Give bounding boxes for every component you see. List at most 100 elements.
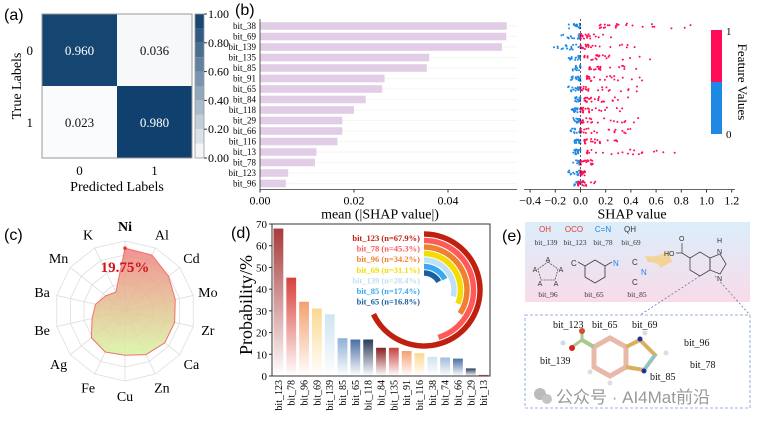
colorbar-frame bbox=[194, 13, 205, 159]
high-value-point bbox=[588, 35, 591, 38]
high-value-point bbox=[619, 90, 622, 93]
low-value-point bbox=[570, 57, 573, 60]
high-value-point bbox=[591, 140, 594, 143]
atom-label: A bbox=[554, 281, 559, 288]
low-value-point bbox=[579, 149, 582, 152]
radial-bar bbox=[371, 231, 483, 349]
high-value-point bbox=[603, 23, 606, 26]
low-value-point bbox=[576, 58, 579, 61]
high-value-point bbox=[584, 107, 587, 110]
benzene-structure: C N bbox=[571, 259, 619, 284]
high-value-point bbox=[593, 141, 596, 144]
high-value-point bbox=[598, 109, 601, 112]
low-value-point bbox=[573, 111, 576, 114]
high-value-point bbox=[689, 24, 692, 27]
high-value-point bbox=[614, 26, 617, 29]
high-value-point bbox=[597, 96, 600, 99]
colorbar-high-label: 1 bbox=[726, 26, 732, 38]
bar bbox=[260, 169, 289, 177]
max-point bbox=[123, 246, 127, 250]
high-value-point bbox=[603, 78, 606, 81]
low-value-point bbox=[578, 78, 581, 81]
high-value-point bbox=[581, 184, 584, 187]
high-value-point bbox=[582, 184, 585, 187]
fragment-legend-box bbox=[525, 222, 750, 302]
low-value-point bbox=[567, 23, 570, 26]
colorbar-tick-label: 0.20 bbox=[208, 122, 229, 136]
high-value-point bbox=[621, 107, 624, 110]
low-value-point bbox=[574, 68, 577, 71]
high-value-point bbox=[587, 46, 590, 49]
high-value-point bbox=[616, 98, 619, 101]
colorbar-step bbox=[195, 114, 204, 130]
high-value-point bbox=[616, 120, 619, 123]
category-label: bit_96 bbox=[233, 179, 257, 189]
axis-label: Ba bbox=[34, 286, 50, 301]
high-value-point bbox=[602, 33, 605, 36]
high-value-point bbox=[577, 183, 580, 186]
low-value-point bbox=[577, 34, 580, 37]
high-value-point bbox=[590, 138, 593, 141]
axis-label: Al bbox=[155, 228, 169, 243]
high-value-point bbox=[603, 117, 606, 120]
low-value-point bbox=[575, 131, 578, 134]
x-axis-title: Predicted Labels bbox=[70, 180, 164, 195]
model-label: bit_78 bbox=[690, 360, 716, 371]
high-value-point bbox=[586, 100, 589, 103]
high-value-point bbox=[583, 48, 586, 51]
high-value-point bbox=[618, 44, 621, 47]
high-value-point bbox=[609, 45, 612, 48]
low-value-point bbox=[573, 109, 576, 112]
bar bbox=[299, 301, 309, 376]
high-value-point bbox=[616, 140, 619, 143]
high-value-point bbox=[612, 120, 615, 123]
radial-bar bbox=[423, 263, 448, 281]
high-value-point bbox=[593, 76, 596, 79]
y-tick-label: 70 bbox=[256, 219, 268, 231]
high-value-point bbox=[586, 43, 589, 46]
category-label: bit_84 bbox=[233, 95, 257, 105]
high-value-point bbox=[581, 119, 584, 122]
low-value-point bbox=[577, 120, 580, 123]
low-value-point bbox=[572, 171, 575, 174]
high-value-point bbox=[585, 160, 588, 163]
high-value-point bbox=[594, 151, 597, 154]
high-value-point bbox=[605, 86, 608, 89]
x-tick-label: bit_96 bbox=[300, 380, 311, 406]
bar bbox=[260, 137, 338, 146]
bar bbox=[260, 32, 507, 41]
radial-bar bbox=[423, 257, 457, 297]
high-value-point bbox=[581, 173, 584, 176]
cell-value: 0.980 bbox=[140, 115, 169, 130]
high-value-point bbox=[629, 57, 632, 60]
low-value-point bbox=[568, 171, 571, 174]
axis-label: Ca bbox=[184, 358, 200, 373]
bar bbox=[260, 85, 383, 93]
low-value-point bbox=[566, 47, 569, 50]
molecule-3d-model bbox=[560, 328, 669, 386]
radial-bar-label: bit_139 (n=28.4%) bbox=[352, 275, 420, 285]
high-value-point bbox=[604, 26, 607, 29]
high-value-point bbox=[588, 75, 591, 78]
category-label: bit_139 bbox=[228, 42, 256, 52]
fragment-name: bit_123 bbox=[564, 238, 587, 247]
high-value-point bbox=[590, 79, 593, 82]
low-value-point bbox=[576, 108, 579, 111]
high-value-point bbox=[583, 171, 586, 174]
low-value-point bbox=[572, 23, 575, 26]
model-label: bit_69 bbox=[632, 320, 658, 331]
high-value-point bbox=[584, 142, 587, 145]
high-value-point bbox=[604, 55, 607, 58]
high-value-point bbox=[626, 152, 629, 155]
axis-label: K bbox=[83, 228, 93, 243]
high-value-point bbox=[592, 68, 595, 71]
high-value-point bbox=[596, 54, 599, 57]
high-value-point bbox=[625, 46, 628, 49]
high-value-point bbox=[624, 120, 627, 123]
x-tick-label: bit_29 bbox=[466, 380, 477, 406]
category-label: bit_38 bbox=[233, 21, 257, 31]
high-value-point bbox=[582, 87, 585, 90]
heatmap-cell bbox=[117, 14, 192, 86]
low-value-point bbox=[573, 141, 576, 144]
high-value-point bbox=[613, 139, 616, 142]
